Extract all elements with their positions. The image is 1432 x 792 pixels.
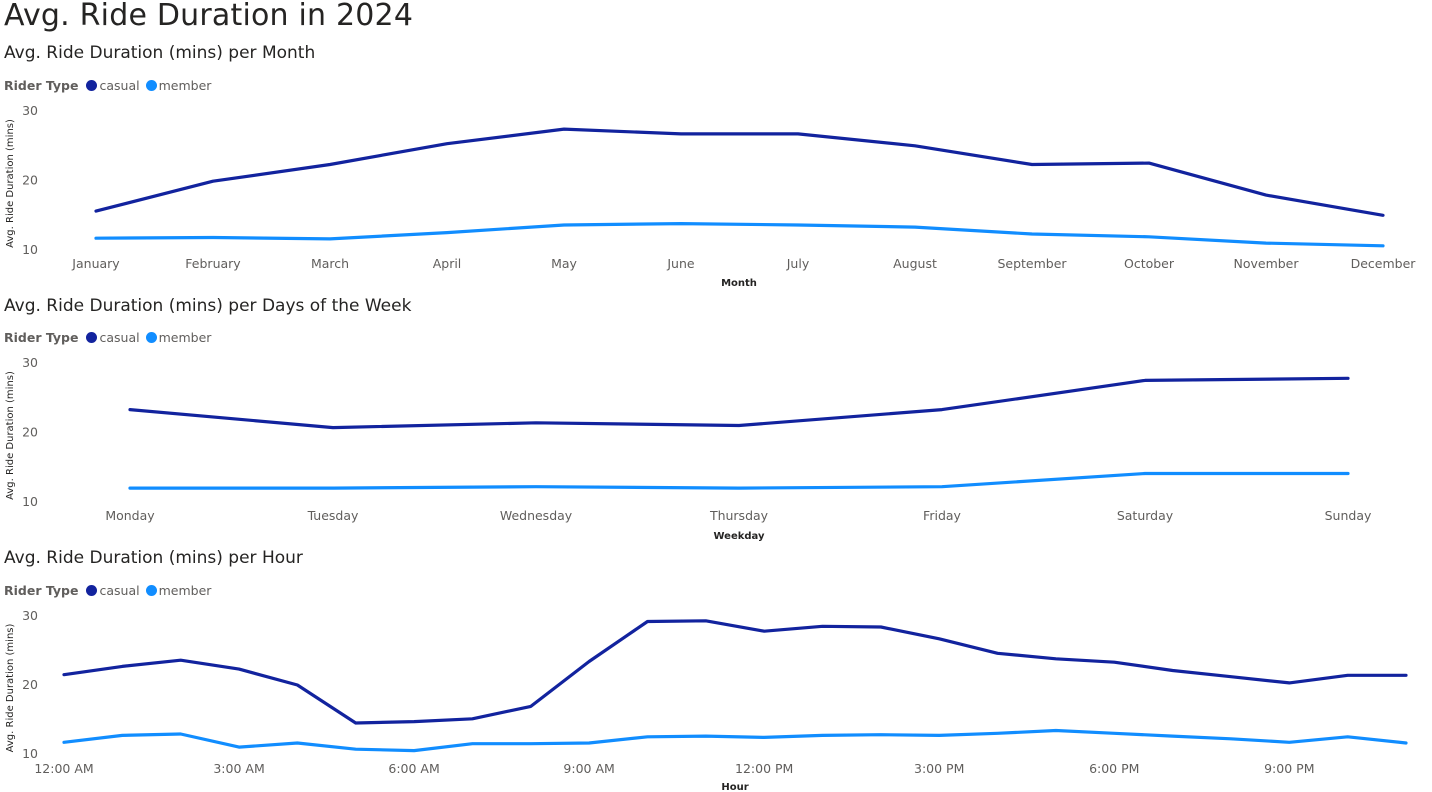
y-tick-label: 30 (22, 103, 38, 118)
legend-hour: Rider Type casual member (4, 583, 217, 598)
x-tick-label: 3:00 AM (213, 761, 264, 776)
x-tick-label: Sunday (1325, 508, 1372, 523)
x-tick-label: 9:00 AM (563, 761, 614, 776)
casual-dot-icon (86, 80, 98, 91)
y-tick-label: 10 (22, 746, 38, 761)
month-line-chart[interactable]: 10 20 30 Avg. Ride Duration (mins) January Fe… (0, 100, 1432, 290)
x-tick-label: September (997, 256, 1067, 271)
legend-label: member (158, 583, 212, 598)
x-tick-label: February (185, 256, 241, 271)
legend-item-member[interactable]: member (145, 583, 212, 598)
casual-dot-icon (86, 585, 98, 596)
x-tick-label: November (1233, 256, 1299, 271)
legend-label: casual (99, 78, 140, 93)
legend-label: member (158, 330, 212, 345)
legend-weekday: Rider Type casual member (4, 330, 217, 345)
x-tick-label: March (311, 256, 349, 271)
x-tick-label: April (433, 256, 462, 271)
series-line-member[interactable] (128, 471, 1350, 490)
member-dot-icon (145, 80, 157, 91)
casual-dot-icon (86, 332, 98, 343)
series-line-member[interactable] (62, 728, 1408, 753)
y-tick-label: 20 (22, 173, 38, 188)
x-tick-label: January (71, 256, 120, 271)
y-tick-label: 30 (22, 608, 38, 623)
x-tick-label: Thursday (709, 508, 769, 523)
x-tick-label: 9:00 PM (1264, 761, 1314, 776)
y-axis-label: Avg. Ride Duration (mins) (5, 119, 16, 248)
legend-label: casual (99, 583, 140, 598)
legend-label: member (158, 78, 212, 93)
x-axis-label: Hour (721, 782, 748, 792)
weekday-line-chart[interactable]: 10 20 30 Avg. Ride Duration (mins) Monday Tue… (0, 352, 1432, 547)
x-tick-label: Tuesday (307, 508, 359, 523)
member-dot-icon (145, 332, 157, 343)
series-line-member[interactable] (94, 221, 1385, 248)
legend-month: Rider Type casual member (4, 78, 217, 93)
legend-item-casual[interactable]: casual (86, 583, 140, 598)
member-dot-icon (145, 585, 157, 596)
legend-title: Rider Type (4, 583, 79, 598)
legend-label: casual (99, 330, 140, 345)
legend-item-casual[interactable]: casual (86, 78, 140, 93)
legend-item-member[interactable]: member (145, 330, 212, 345)
series-line-casual[interactable] (94, 127, 1385, 217)
chart-title-month: Avg. Ride Duration (mins) per Month (4, 43, 316, 63)
y-axis-label: Avg. Ride Duration (mins) (5, 371, 16, 500)
x-tick-label: December (1351, 256, 1417, 271)
y-axis-label: Avg. Ride Duration (mins) (5, 624, 16, 753)
y-tick-label: 20 (22, 677, 38, 692)
x-tick-label: 3:00 PM (914, 761, 964, 776)
x-tick-label: July (786, 256, 810, 271)
x-tick-label: 12:00 PM (735, 761, 793, 776)
y-tick-label: 10 (22, 494, 38, 509)
legend-title: Rider Type (4, 78, 79, 93)
x-tick-label: August (893, 256, 937, 271)
x-axis-label: Month (721, 278, 757, 289)
x-tick-label: Saturday (1117, 508, 1174, 523)
x-tick-label: Friday (923, 508, 961, 523)
series-line-casual[interactable] (62, 619, 1408, 725)
x-tick-label: 6:00 PM (1089, 761, 1139, 776)
x-tick-label: May (551, 256, 577, 271)
chart-title-hour: Avg. Ride Duration (mins) per Hour (4, 548, 303, 568)
legend-item-casual[interactable]: casual (86, 330, 140, 345)
x-tick-label: October (1124, 256, 1175, 271)
x-axis-label: Weekday (713, 531, 764, 542)
y-tick-label: 10 (22, 242, 38, 257)
y-tick-label: 30 (22, 355, 38, 370)
legend-title: Rider Type (4, 330, 79, 345)
series-line-casual[interactable] (128, 376, 1350, 430)
y-tick-label: 20 (22, 425, 38, 440)
x-tick-label: June (666, 256, 695, 271)
x-tick-label: 6:00 AM (388, 761, 439, 776)
x-tick-label: 12:00 AM (34, 761, 93, 776)
hour-line-chart[interactable]: 10 20 30 Avg. Ride Duration (mins) 12:00 AM 3… (0, 604, 1432, 792)
page-title: Avg. Ride Duration in 2024 (4, 0, 414, 33)
x-tick-label: Monday (105, 508, 155, 523)
x-tick-label: Wednesday (500, 508, 573, 523)
chart-title-weekday: Avg. Ride Duration (mins) per Days of th… (4, 296, 412, 316)
legend-item-member[interactable]: member (145, 78, 212, 93)
